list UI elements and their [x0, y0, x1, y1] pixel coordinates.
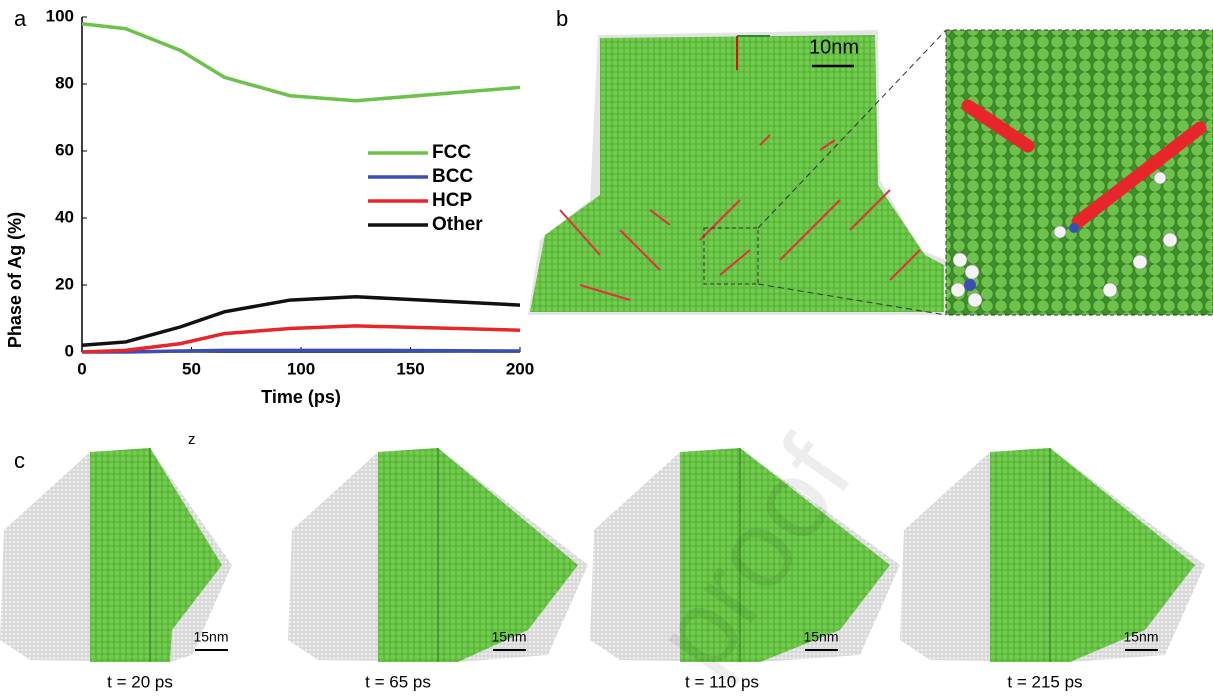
panel-label: c: [14, 448, 25, 473]
x-tick-label: 150: [396, 359, 424, 378]
y-axis-label: Phase of Ag (%): [5, 212, 25, 348]
line-chart: 0 20 40 60 80 100 0 50 100 150 200 FCC BCC HCP Other: [46, 6, 535, 378]
series-line: [82, 350, 520, 352]
scale-label: 15nm: [1123, 629, 1158, 645]
panel-b-image: 10nm: [528, 30, 1213, 315]
x-tick-label: 0: [77, 359, 86, 378]
time-label: t = 20 ps: [107, 672, 173, 691]
legend-label: HCP: [432, 190, 472, 211]
x-tick-label: 50: [182, 359, 201, 378]
panel-label: a: [14, 6, 27, 31]
scale-label: 15nm: [803, 629, 838, 645]
y-tick-label: 0: [65, 341, 74, 360]
scale-label: 10nm: [809, 36, 859, 58]
series-line: [82, 24, 520, 101]
frame: 15nm t = 20 ps: [0, 448, 232, 691]
y-tick-label: 20: [55, 274, 74, 293]
series-line: [82, 297, 520, 346]
y-tick-label: 100: [46, 6, 74, 25]
x-tick-label: 200: [506, 359, 534, 378]
x-tick-label: 100: [287, 359, 315, 378]
axis-label: z: [188, 431, 196, 448]
legend-label: Other: [432, 214, 483, 235]
frame: 15nm t = 65 ps: [288, 448, 588, 691]
time-label: t = 65 ps: [365, 672, 431, 691]
time-label: t = 215 ps: [1007, 672, 1082, 691]
scale-label: 15nm: [491, 629, 526, 645]
y-tick-label: 60: [55, 140, 74, 159]
frame: 15nm t = 215 ps: [900, 448, 1205, 691]
legend-label: FCC: [432, 142, 471, 163]
figure: a b c Phase of Ag (%) Time (ps) 10nm xyz…: [0, 0, 1213, 695]
y-tick-label: 80: [55, 73, 74, 92]
panel-label: b: [556, 6, 568, 31]
legend-label: BCC: [432, 166, 473, 187]
y-tick-label: 40: [55, 207, 74, 226]
scale-label: 15nm: [193, 629, 228, 645]
x-axis-label: Time (ps): [261, 387, 341, 407]
